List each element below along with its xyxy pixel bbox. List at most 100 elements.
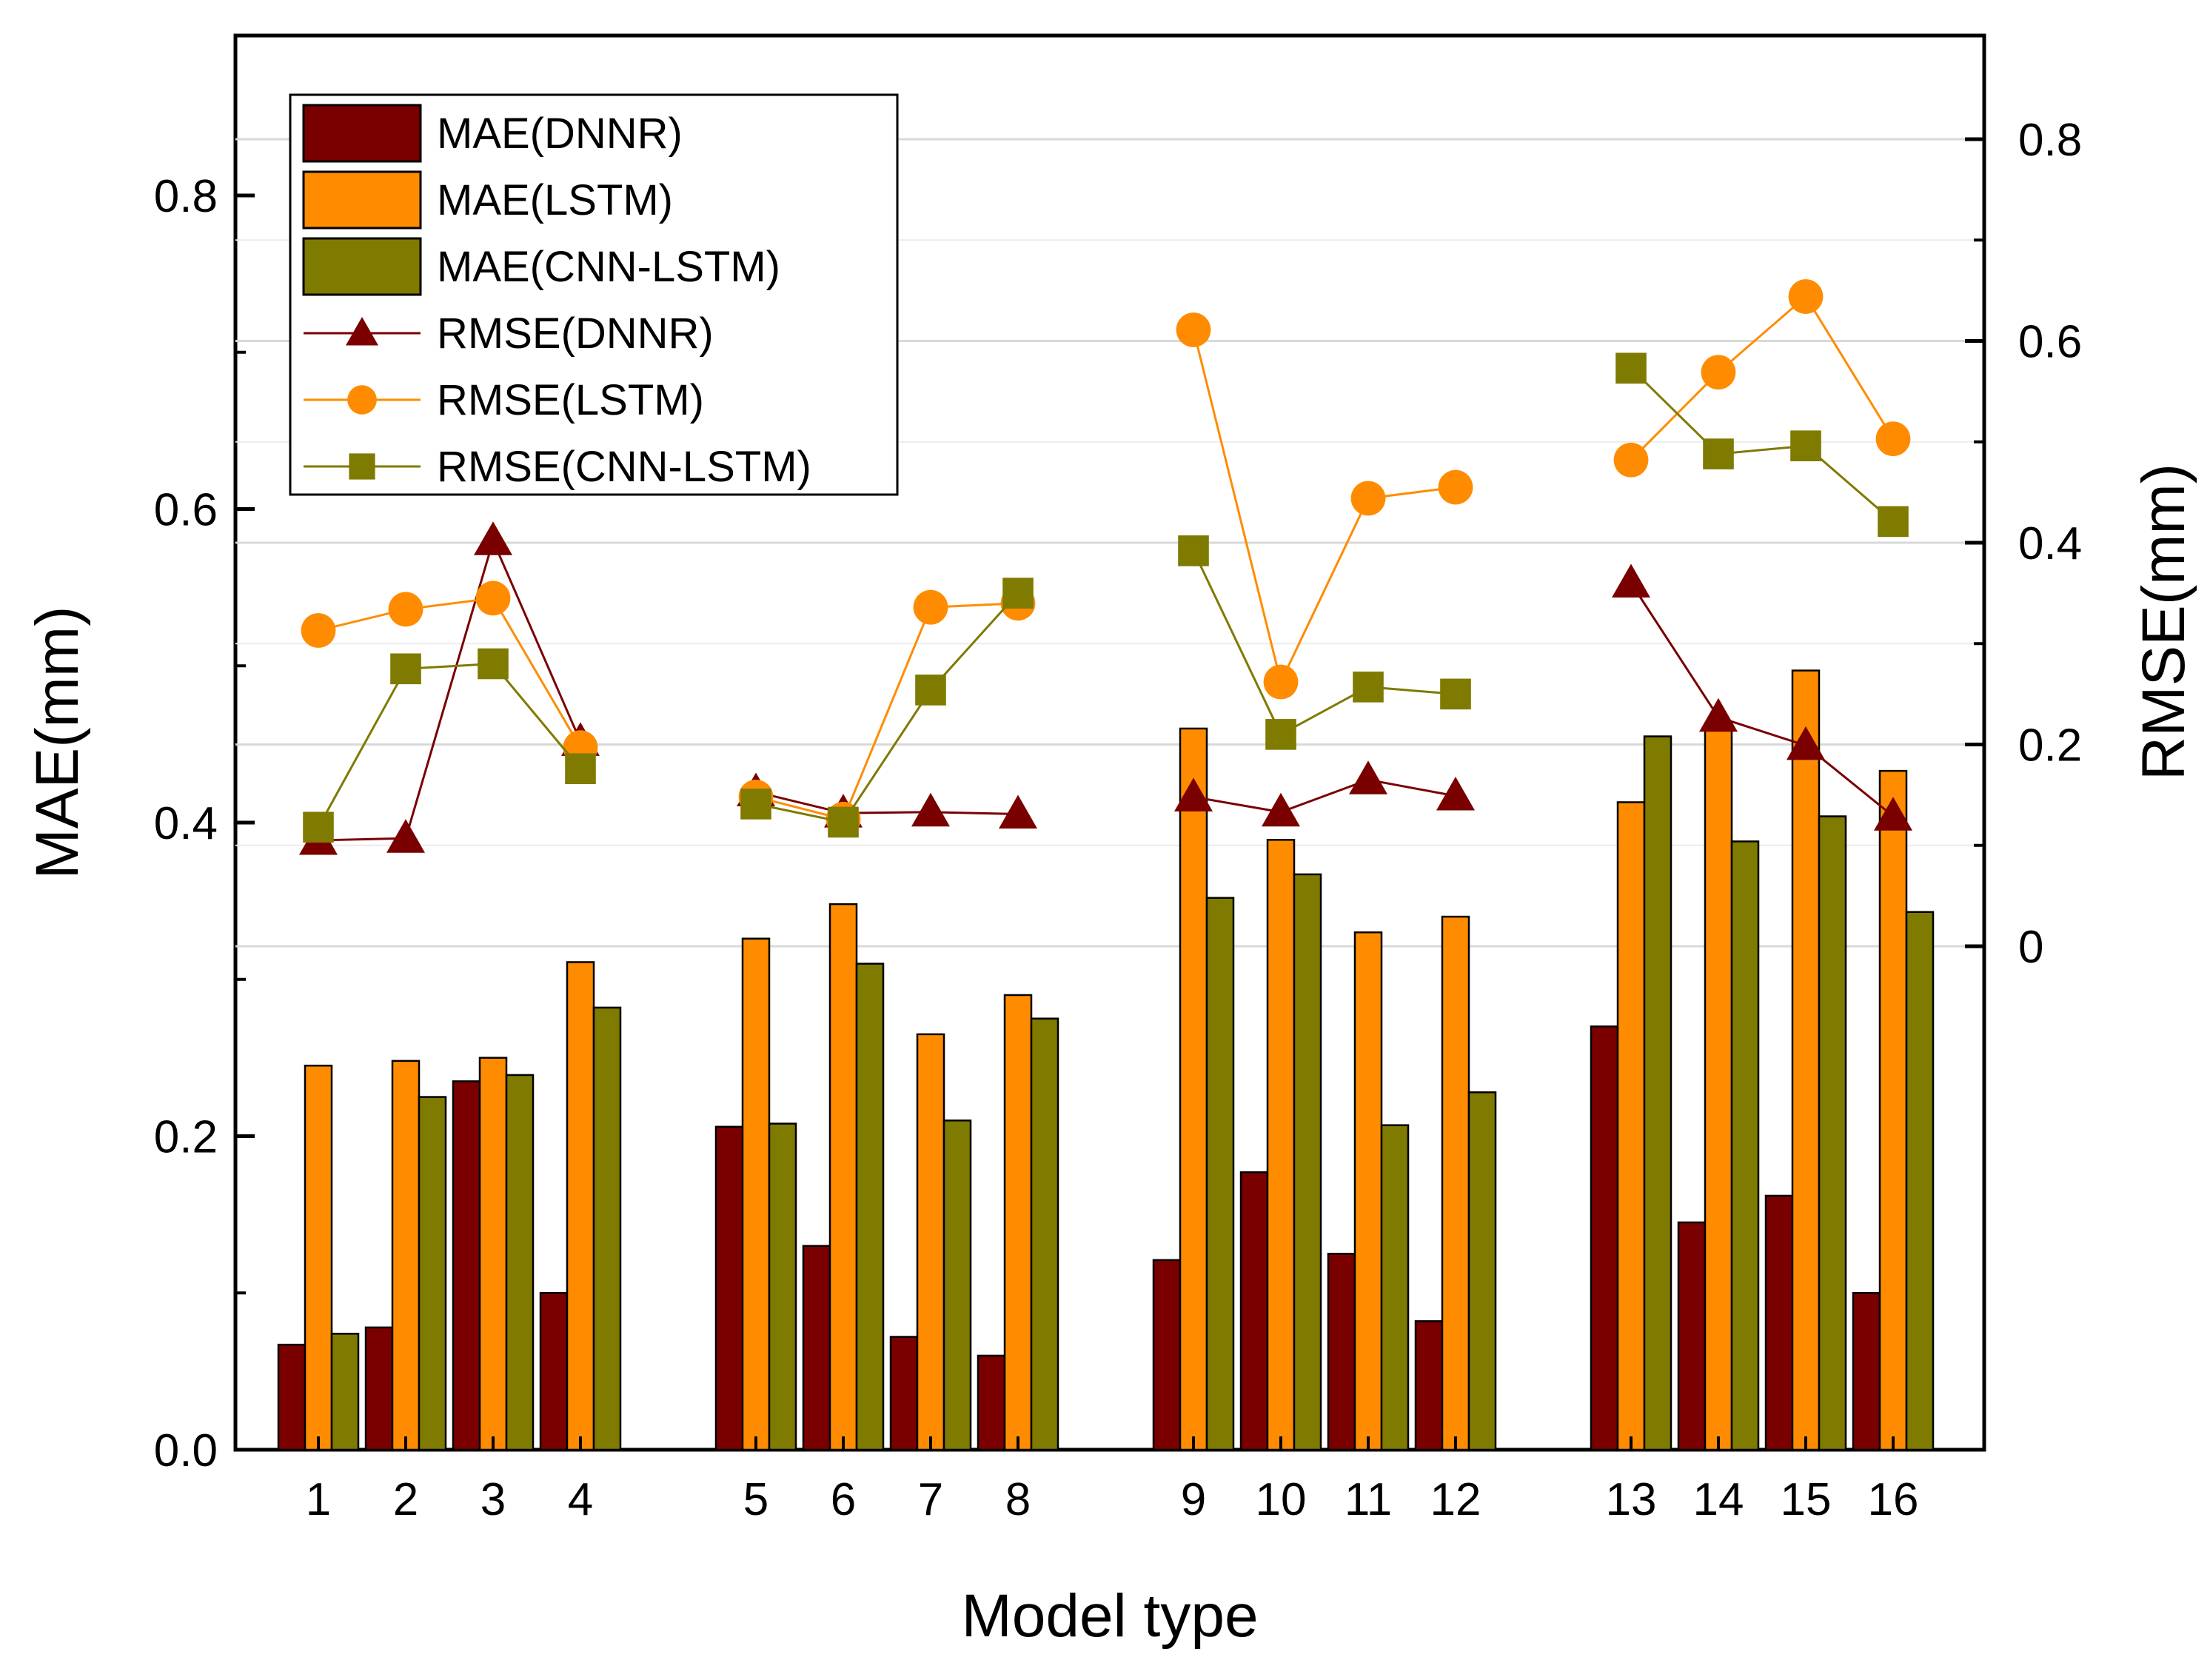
bar-mae-dnnr-4 [539, 1292, 569, 1451]
x-tick-label: 10 [1256, 1474, 1307, 1525]
left-y-axis-title: MAE(mm) [24, 606, 91, 880]
legend-label: RMSE(CNN-LSTM) [437, 443, 811, 491]
bar-mae-cnn-lstm-11 [1380, 1124, 1410, 1451]
right-tick-label: 0 [2018, 922, 2043, 973]
x-tick-label: 6 [831, 1474, 856, 1525]
bar-mae-lstm-14 [1704, 723, 1733, 1451]
bar-mae-lstm-5 [741, 937, 771, 1451]
line-rmse-lstm-group-4 [1630, 295, 1895, 461]
bar-mae-lstm-16 [1878, 769, 1908, 1451]
legend: MAE(DNNR) MAE(LSTM) MAE(CNN-LSTM) RMSE(DNNR… [289, 93, 899, 496]
right-y-axis-title: RMSE(mm) [2130, 463, 2197, 780]
right-tick-label: 0.2 [2018, 720, 2082, 772]
marker-rmse-dnnr-2 [386, 819, 425, 853]
bar-mae-cnn-lstm-14 [1730, 840, 1760, 1451]
bar-mae-lstm-15 [1791, 669, 1821, 1451]
marker-rmse-cnn-lstm-6 [828, 806, 859, 838]
legend-swatch [302, 237, 422, 296]
bar-mae-dnnr-15 [1764, 1194, 1794, 1451]
right-tick-label: 0.4 [2018, 518, 2082, 569]
marker-rmse-lstm-15 [1788, 279, 1824, 314]
bar-mae-cnn-lstm-7 [942, 1120, 972, 1451]
left-tick-label: 0.8 [154, 171, 218, 222]
right-tick-label: 0.8 [2018, 115, 2082, 166]
line-rmse-cnn-lstm-group-2 [755, 592, 1019, 824]
line-rmse-lstm-group-1 [318, 597, 582, 749]
bar-mae-cnn-lstm-6 [855, 963, 885, 1451]
x-tick-label: 12 [1430, 1474, 1481, 1525]
x-tick-label: 13 [1606, 1474, 1657, 1525]
bar-mae-lstm-10 [1266, 839, 1296, 1451]
legend-swatch [302, 104, 422, 163]
marker-rmse-cnn-lstm-3 [478, 648, 509, 680]
x-tick-label: 1 [306, 1474, 331, 1525]
marker-rmse-cnn-lstm-9 [1178, 535, 1209, 566]
bar-mae-dnnr-9 [1152, 1259, 1182, 1451]
bar-mae-dnnr-1 [277, 1343, 307, 1451]
marker-rmse-lstm-14 [1701, 355, 1736, 390]
marker-rmse-dnnr-8 [999, 794, 1037, 829]
left-tick-label: 0.4 [154, 798, 218, 849]
line-rmse-dnnr-group-1 [318, 537, 582, 842]
marker-rmse-dnnr-9 [1174, 777, 1213, 811]
marker-rmse-lstm-10 [1263, 664, 1299, 700]
x-tick-label: 9 [1181, 1474, 1206, 1525]
bar-mae-cnn-lstm-15 [1818, 815, 1847, 1451]
x-tick-label: 4 [568, 1474, 593, 1525]
marker-rmse-dnnr-15 [1787, 726, 1825, 760]
marker-rmse-cnn-lstm-16 [1878, 506, 1909, 538]
bar-mae-dnnr-6 [802, 1245, 831, 1451]
bar-mae-cnn-lstm-9 [1205, 897, 1235, 1451]
legend-marker [346, 317, 378, 346]
legend-marker [347, 385, 377, 415]
legend-label: MAE(DNNR) [437, 110, 683, 158]
marker-rmse-dnnr-16 [1874, 797, 1912, 831]
marker-rmse-lstm-9 [1176, 312, 1211, 347]
legend-label: MAE(LSTM) [437, 176, 673, 224]
bar-mae-dnnr-14 [1677, 1221, 1707, 1451]
marker-rmse-dnnr-3 [474, 521, 512, 555]
bar-mae-lstm-3 [478, 1057, 508, 1451]
bar-mae-lstm-12 [1441, 915, 1470, 1451]
marker-rmse-lstm-13 [1613, 442, 1649, 478]
x-tick-label: 3 [480, 1474, 506, 1525]
line-rmse-lstm-group-2 [755, 602, 1019, 821]
marker-rmse-lstm-11 [1350, 481, 1386, 516]
x-tick-label: 7 [918, 1474, 943, 1525]
bar-mae-lstm-13 [1616, 801, 1646, 1451]
marker-rmse-lstm-16 [1875, 421, 1911, 457]
legend-label: RMSE(LSTM) [437, 376, 704, 424]
bar-mae-dnnr-11 [1327, 1253, 1356, 1451]
line-rmse-dnnr-group-4 [1630, 582, 1894, 817]
legend-label: RMSE(DNNR) [437, 309, 714, 358]
marker-rmse-cnn-lstm-10 [1265, 719, 1296, 750]
marker-rmse-lstm-1 [301, 613, 336, 648]
x-axis-title: Model type [961, 1582, 1258, 1650]
marker-rmse-cnn-lstm-13 [1615, 352, 1647, 384]
bar-mae-dnnr-3 [452, 1080, 481, 1451]
line-rmse-cnn-lstm-group-4 [1630, 367, 1894, 523]
marker-rmse-cnn-lstm-4 [565, 753, 596, 784]
x-tick-label: 8 [1005, 1474, 1031, 1525]
bar-mae-cnn-lstm-13 [1643, 735, 1672, 1451]
marker-rmse-dnnr-13 [1612, 563, 1650, 598]
x-tick-label: 16 [1868, 1474, 1919, 1525]
marker-rmse-lstm-12 [1438, 469, 1473, 505]
bar-mae-lstm-11 [1353, 931, 1383, 1451]
bar-mae-cnn-lstm-12 [1467, 1091, 1497, 1451]
legend-marker [349, 453, 375, 480]
x-tick-label: 5 [743, 1474, 769, 1525]
marker-rmse-cnn-lstm-12 [1440, 678, 1471, 710]
x-tick-label: 2 [393, 1474, 418, 1525]
bar-mae-dnnr-13 [1590, 1025, 1619, 1451]
marker-rmse-dnnr-10 [1262, 792, 1300, 827]
bar-mae-dnnr-12 [1414, 1320, 1444, 1451]
bar-mae-lstm-6 [828, 903, 858, 1451]
x-tick-label: 14 [1693, 1474, 1744, 1525]
line-rmse-lstm-group-3 [1192, 329, 1456, 686]
marker-rmse-cnn-lstm-14 [1703, 438, 1734, 469]
marker-rmse-dnnr-12 [1436, 776, 1475, 811]
bar-mae-dnnr-10 [1239, 1171, 1269, 1451]
bar-mae-lstm-1 [304, 1064, 333, 1451]
marker-rmse-dnnr-7 [911, 792, 950, 827]
